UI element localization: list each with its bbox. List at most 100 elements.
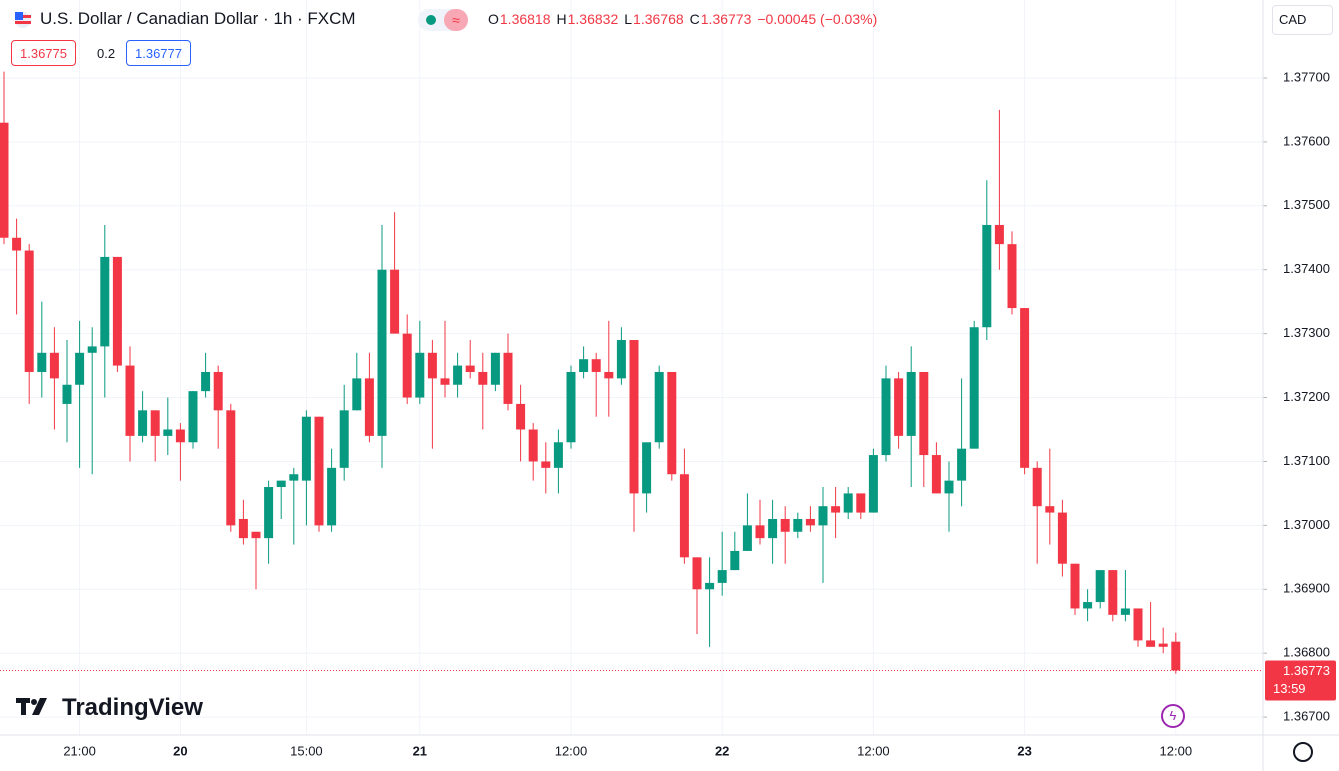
- candle-body: [0, 122, 9, 238]
- candle-body: [427, 352, 437, 379]
- candle-body: [629, 340, 639, 494]
- ohlc-value: 1.36768: [633, 11, 684, 27]
- ohlc-label: L: [624, 11, 633, 27]
- candle-body: [390, 269, 400, 334]
- candle-body: [201, 371, 211, 392]
- candle-body: [856, 493, 866, 513]
- candle-body: [541, 461, 551, 468]
- currency-button[interactable]: CAD: [1272, 5, 1333, 35]
- candle-body: [339, 410, 349, 468]
- candle-body: [238, 518, 248, 539]
- candle-body: [818, 506, 828, 526]
- candle-body: [24, 250, 34, 372]
- candle-body: [742, 525, 752, 551]
- candle-body: [919, 371, 929, 456]
- candle-body: [87, 346, 97, 353]
- candle-body: [1032, 467, 1042, 507]
- candle-body: [1108, 570, 1118, 615]
- candle-body: [944, 480, 954, 494]
- x-tick-label: 23: [1017, 743, 1031, 758]
- candle-body: [1146, 640, 1156, 647]
- candle-body: [654, 371, 664, 443]
- price-change: −0.00045 (−0.03%): [757, 11, 878, 27]
- y-tick-label: 1.37600: [1283, 133, 1330, 148]
- candle-body: [150, 410, 160, 436]
- candle-body: [881, 378, 891, 456]
- candle-body: [75, 352, 85, 385]
- candle-body: [768, 518, 778, 539]
- candle-body: [994, 224, 1004, 245]
- candle-body: [226, 410, 236, 526]
- candle-body: [805, 518, 815, 526]
- candle-body: [692, 557, 702, 590]
- y-tick-label: 1.37500: [1283, 197, 1330, 212]
- ohlc-label: H: [556, 11, 567, 27]
- settings-icon[interactable]: [1293, 742, 1313, 762]
- candle-body: [289, 474, 299, 481]
- candle-body: [1057, 512, 1067, 564]
- x-tick-label: 21:00: [63, 743, 96, 758]
- candle-body: [112, 256, 122, 366]
- logo-icon: [16, 698, 47, 715]
- candle-body: [327, 467, 337, 526]
- candle-body: [138, 410, 148, 436]
- candle-body: [516, 403, 526, 430]
- candle-body: [213, 371, 223, 411]
- symbol-title[interactable]: U.S. Dollar / Canadian Dollar · 1h · FXC…: [40, 9, 356, 28]
- logo-text: TradingView: [62, 694, 203, 721]
- candle-body: [440, 378, 450, 385]
- x-tick-label: 21: [413, 743, 427, 758]
- x-tick-label: 15:00: [290, 743, 323, 758]
- candle-body: [49, 352, 59, 379]
- ask-price[interactable]: 1.36777: [126, 40, 191, 66]
- candle-body: [175, 429, 185, 443]
- status-pill[interactable]: ≈: [418, 9, 468, 31]
- candle-body: [62, 384, 72, 404]
- candle-body: [1020, 308, 1030, 468]
- y-tick-label: 1.36900: [1283, 581, 1330, 596]
- ohlc-value: 1.36832: [567, 11, 619, 27]
- y-tick-label: 1.37400: [1283, 261, 1330, 276]
- flag-icon: [15, 12, 31, 28]
- x-tick-label: 12:00: [555, 743, 588, 758]
- candle-body: [730, 550, 740, 571]
- candle-body: [276, 480, 286, 488]
- candle-body: [604, 371, 614, 379]
- candle-body: [453, 365, 463, 385]
- alert-icon[interactable]: ϟ: [1161, 704, 1185, 728]
- candle-body: [1083, 602, 1093, 609]
- candle-body: [163, 429, 173, 436]
- candle-body: [679, 474, 689, 558]
- last-price-label: 1.36773: [1283, 663, 1330, 678]
- candle-body: [503, 352, 513, 404]
- candle-body: [125, 365, 135, 436]
- candle-body: [1171, 641, 1181, 671]
- candle-body: [100, 256, 110, 347]
- x-tick-label: 12:00: [857, 743, 890, 758]
- candle-body: [1007, 244, 1017, 309]
- logo: [15, 693, 55, 723]
- candle-body: [364, 378, 374, 436]
- candle-body: [616, 340, 626, 379]
- candle-body: [894, 378, 904, 436]
- y-tick-label: 1.37200: [1283, 389, 1330, 404]
- candle-body: [188, 391, 198, 443]
- candle-body: [642, 442, 652, 494]
- candle-body: [705, 582, 715, 590]
- candle-body: [251, 531, 261, 539]
- candle-body: [377, 269, 387, 436]
- y-tick-label: 1.37300: [1283, 325, 1330, 340]
- bid-price[interactable]: 1.36775: [11, 40, 76, 66]
- candle-body: [12, 237, 22, 251]
- y-tick-label: 1.37700: [1283, 69, 1330, 84]
- candle-body: [579, 359, 589, 372]
- y-tick-label: 1.36800: [1283, 645, 1330, 660]
- candle-body: [843, 493, 853, 513]
- ohlc-value: 1.36818: [499, 11, 551, 27]
- spread: 0.2: [97, 46, 116, 61]
- countdown: 13:59: [1273, 681, 1306, 696]
- y-tick-label: 1.37000: [1283, 517, 1330, 532]
- candle-body: [591, 359, 601, 372]
